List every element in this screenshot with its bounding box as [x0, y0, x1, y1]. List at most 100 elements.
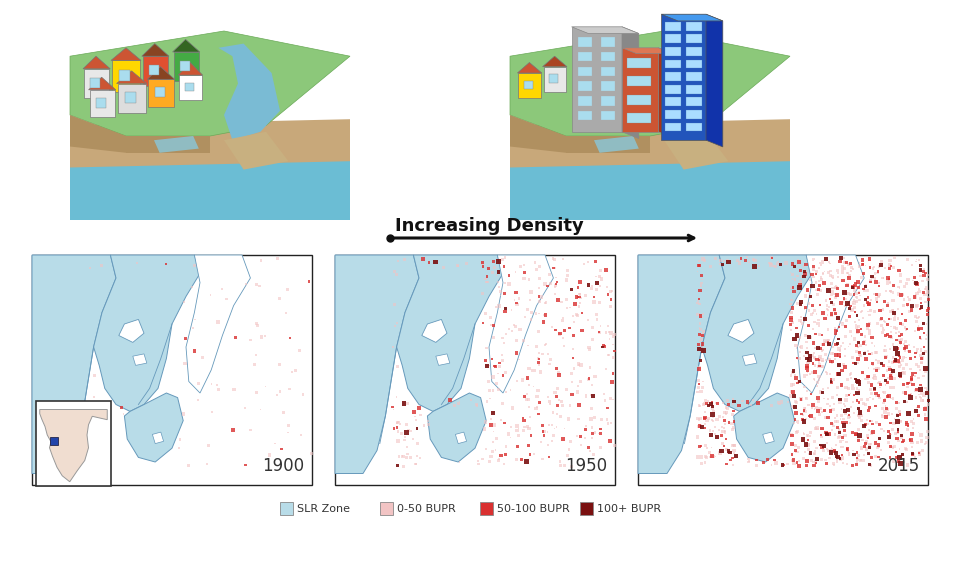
Bar — [874, 272, 876, 275]
Bar — [906, 278, 910, 281]
Bar — [807, 443, 810, 446]
Bar — [789, 383, 793, 387]
Bar — [703, 402, 706, 405]
Bar — [548, 363, 550, 366]
Bar — [815, 447, 818, 449]
Bar — [855, 296, 857, 298]
Bar — [187, 464, 190, 467]
Bar — [827, 433, 830, 436]
Bar — [577, 286, 579, 289]
Bar — [571, 381, 573, 383]
Bar — [883, 399, 886, 402]
Bar — [530, 434, 532, 437]
Bar — [923, 407, 926, 411]
Bar — [579, 435, 583, 438]
Bar — [894, 432, 897, 435]
Bar — [876, 369, 877, 371]
Polygon shape — [89, 90, 115, 117]
Bar — [536, 405, 538, 408]
Polygon shape — [622, 48, 672, 53]
Bar — [610, 305, 612, 308]
Bar — [518, 358, 520, 361]
Bar — [704, 423, 707, 425]
Bar — [539, 287, 540, 289]
Bar — [796, 302, 800, 305]
Bar — [696, 391, 699, 393]
Bar — [922, 400, 924, 402]
Bar — [850, 309, 852, 311]
Bar — [923, 332, 925, 334]
Bar — [501, 337, 504, 339]
Bar — [516, 445, 518, 447]
Bar — [830, 447, 832, 448]
Bar — [925, 430, 929, 433]
Bar — [892, 343, 895, 346]
Bar — [721, 430, 725, 433]
Bar — [903, 356, 905, 358]
Bar — [901, 391, 905, 395]
Bar — [584, 294, 587, 297]
Bar — [548, 456, 550, 458]
Bar — [831, 396, 833, 399]
Bar — [786, 463, 788, 466]
Bar — [900, 313, 902, 315]
Bar — [704, 416, 707, 420]
Bar — [870, 275, 874, 278]
Bar — [852, 285, 855, 289]
Bar — [898, 372, 902, 376]
Bar — [700, 417, 703, 420]
Bar — [596, 318, 598, 320]
Bar — [747, 458, 750, 460]
Bar — [556, 387, 559, 390]
Bar — [699, 328, 702, 331]
Bar — [698, 303, 701, 305]
Bar — [485, 365, 489, 368]
Bar — [591, 426, 593, 429]
Bar — [873, 265, 876, 268]
Bar — [885, 369, 888, 372]
Bar — [725, 448, 729, 451]
Bar — [125, 92, 135, 103]
Bar — [821, 365, 825, 368]
Bar — [794, 265, 796, 267]
Bar — [823, 388, 825, 390]
Bar — [778, 261, 779, 262]
Bar — [894, 358, 898, 362]
Bar — [903, 298, 905, 301]
Bar — [806, 366, 809, 369]
Bar — [829, 263, 830, 264]
Bar — [835, 316, 840, 320]
Bar — [842, 423, 847, 428]
Bar — [497, 304, 500, 308]
Bar — [890, 265, 892, 268]
Bar — [888, 366, 891, 369]
Bar — [900, 355, 901, 357]
Bar — [834, 420, 837, 423]
Bar — [859, 311, 862, 314]
Bar — [414, 463, 417, 466]
Bar — [700, 359, 703, 362]
Bar — [816, 396, 820, 400]
Bar — [837, 353, 841, 357]
Bar — [883, 411, 887, 414]
Bar — [824, 409, 827, 412]
Bar — [892, 291, 895, 294]
Bar — [926, 278, 929, 281]
Bar — [892, 447, 894, 449]
Bar — [579, 302, 581, 304]
Bar — [855, 456, 857, 459]
Bar — [773, 459, 776, 461]
Bar — [918, 451, 922, 454]
Bar — [733, 443, 736, 447]
Bar — [592, 300, 596, 304]
Bar — [789, 394, 793, 397]
Bar — [523, 264, 525, 266]
Bar — [504, 452, 508, 456]
Bar — [601, 37, 615, 46]
Bar — [769, 263, 773, 266]
Bar — [206, 463, 208, 464]
Bar — [847, 292, 851, 295]
Bar — [904, 448, 907, 450]
Bar — [914, 372, 917, 374]
Text: 100+ BUPR: 100+ BUPR — [597, 504, 661, 514]
